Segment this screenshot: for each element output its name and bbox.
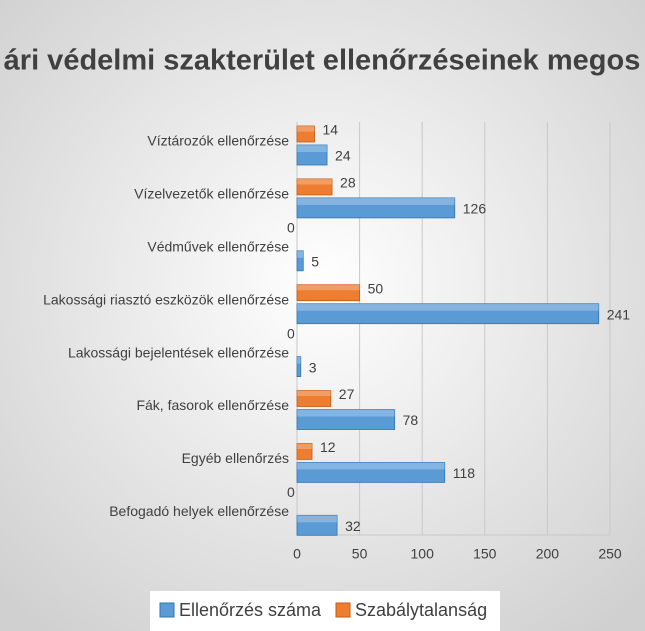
data-label: 28 bbox=[340, 175, 356, 191]
bar bbox=[296, 461, 446, 483]
data-label: 24 bbox=[335, 148, 351, 164]
data-label: 3 bbox=[309, 359, 317, 375]
bar bbox=[296, 178, 333, 196]
legend-swatch bbox=[159, 602, 175, 618]
bar bbox=[296, 284, 360, 302]
y-tick-label: Védművek ellenőrzése bbox=[147, 239, 289, 255]
bar-highlight bbox=[297, 462, 445, 470]
bar bbox=[296, 250, 304, 272]
data-label: 78 bbox=[403, 412, 419, 428]
data-label: 118 bbox=[453, 465, 476, 481]
x-tick-label: 150 bbox=[473, 546, 497, 562]
y-tick-label: Fák, fasorok ellenőrzése bbox=[136, 397, 289, 413]
y-tick-label: Egyéb ellenőrzés bbox=[182, 450, 289, 466]
x-tick-label: 50 bbox=[352, 546, 368, 562]
bar-highlight bbox=[297, 515, 338, 523]
chart-title: ári védelmi szakterület ellenőrzéseinek … bbox=[4, 45, 641, 77]
bar-highlight bbox=[297, 250, 304, 258]
legend-swatch bbox=[335, 602, 351, 618]
bar-highlight bbox=[297, 390, 331, 397]
bar-highlight bbox=[297, 197, 455, 205]
bar bbox=[296, 125, 315, 143]
data-label: 27 bbox=[339, 386, 355, 402]
data-label: 12 bbox=[320, 439, 336, 455]
bar bbox=[296, 356, 302, 378]
bar bbox=[296, 514, 338, 536]
bar bbox=[296, 144, 328, 166]
data-label: 0 bbox=[287, 484, 295, 500]
bar-highlight bbox=[297, 178, 333, 185]
bar-highlight bbox=[297, 443, 313, 449]
data-label: 126 bbox=[463, 201, 487, 217]
bar bbox=[296, 303, 600, 325]
bar bbox=[296, 197, 456, 219]
bar bbox=[296, 409, 396, 430]
y-tick-label: Vízelvezetők ellenőrzése bbox=[134, 186, 289, 202]
data-label: 50 bbox=[368, 280, 384, 296]
data-label: 0 bbox=[287, 325, 295, 341]
bar-highlight bbox=[297, 356, 301, 364]
x-tick-label: 100 bbox=[411, 546, 435, 562]
y-tick-label: Lakossági riasztó eszközök ellenőrzése bbox=[43, 291, 289, 307]
data-label: 14 bbox=[323, 122, 339, 138]
y-tick-label: Víztározók ellenőrzése bbox=[147, 133, 289, 149]
legend-label: Ellenőrzés száma bbox=[179, 600, 322, 620]
y-tick-label: Befogadó helyek ellenőrzése bbox=[109, 503, 289, 519]
bar-highlight bbox=[297, 409, 395, 417]
data-label: 0 bbox=[287, 220, 295, 236]
bar-highlight bbox=[297, 303, 599, 311]
data-label: 241 bbox=[607, 306, 631, 322]
y-tick-label: Lakossági bejelentések ellenőrzése bbox=[68, 344, 289, 360]
x-tick-label: 250 bbox=[598, 546, 622, 562]
x-tick-label: 0 bbox=[293, 546, 301, 562]
data-label: 5 bbox=[311, 254, 319, 270]
bar bbox=[296, 390, 332, 407]
data-label: 32 bbox=[345, 518, 361, 534]
bar-highlight bbox=[297, 284, 360, 291]
legend-label: Szabálytalanság bbox=[355, 600, 487, 620]
bar-highlight bbox=[297, 145, 328, 152]
x-tick-label: 200 bbox=[536, 546, 560, 562]
bar-highlight bbox=[297, 126, 315, 132]
bar bbox=[296, 442, 313, 460]
legend-box bbox=[150, 591, 500, 631]
